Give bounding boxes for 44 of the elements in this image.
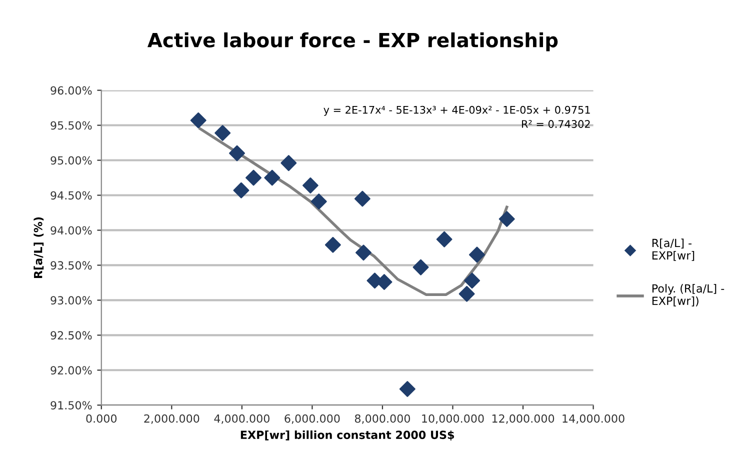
point: [302, 177, 318, 194]
y-axis-title: R[a/L] (%): [34, 217, 44, 278]
point: [458, 286, 475, 302]
point: [246, 170, 262, 186]
y-tick-label: 95.50%: [50, 121, 92, 130]
point: [399, 381, 416, 398]
x-tick-label: 14,000.000: [562, 414, 624, 424]
annotation: R² = 0.74302: [522, 120, 590, 128]
x-tick-label: 0.000: [86, 414, 117, 423]
point: [233, 182, 250, 198]
y-tick-label: 92.00%: [50, 366, 92, 375]
x-tick-label: 6,000.000: [284, 414, 340, 424]
y-tick-label: 94.50%: [50, 191, 92, 200]
point: [264, 170, 280, 186]
x-tick-label: 2,000.000: [144, 414, 200, 424]
point: [310, 194, 327, 210]
point: [214, 124, 231, 141]
x-tick-label: 4,000.000: [214, 414, 270, 424]
point: [412, 259, 429, 276]
x-tick-label: 8,000.000: [354, 414, 410, 424]
y-tick-label: 95.00%: [50, 156, 92, 165]
x-tick-label: 12,000.000: [492, 414, 554, 424]
x-axis-title: EXP[wr] billion constant 2000 US$: [240, 430, 454, 441]
point: [356, 244, 372, 261]
x-tick-label: 10,000.000: [422, 414, 484, 424]
legend-label: Poly. (R[a/L] - EXP[wr]): [652, 284, 724, 306]
legend-label: R[a/L] - EXP[wr]: [652, 238, 694, 261]
y-tick-label: 92.50%: [50, 331, 92, 340]
point: [354, 190, 370, 207]
point: [280, 155, 297, 172]
point: [498, 211, 515, 227]
point: [464, 272, 480, 289]
y-tick-label: 93.50%: [50, 261, 92, 270]
y-tick-label: 94.00%: [50, 226, 92, 235]
point: [190, 112, 206, 128]
point: [324, 236, 341, 253]
y-tick-label: 91.50%: [50, 401, 92, 410]
y-tick-label: 96.00%: [50, 86, 92, 95]
annotation: y = 2E-17x⁴ - 5E-13x³ + 4E-09x² - 1E-05x + 0.9751: [324, 106, 590, 116]
point: [469, 246, 485, 263]
y-tick-label: 93.00%: [50, 296, 92, 305]
point: [229, 145, 245, 162]
point: [436, 231, 452, 248]
chart-title: Active labour force - EXP relationship: [147, 32, 558, 52]
